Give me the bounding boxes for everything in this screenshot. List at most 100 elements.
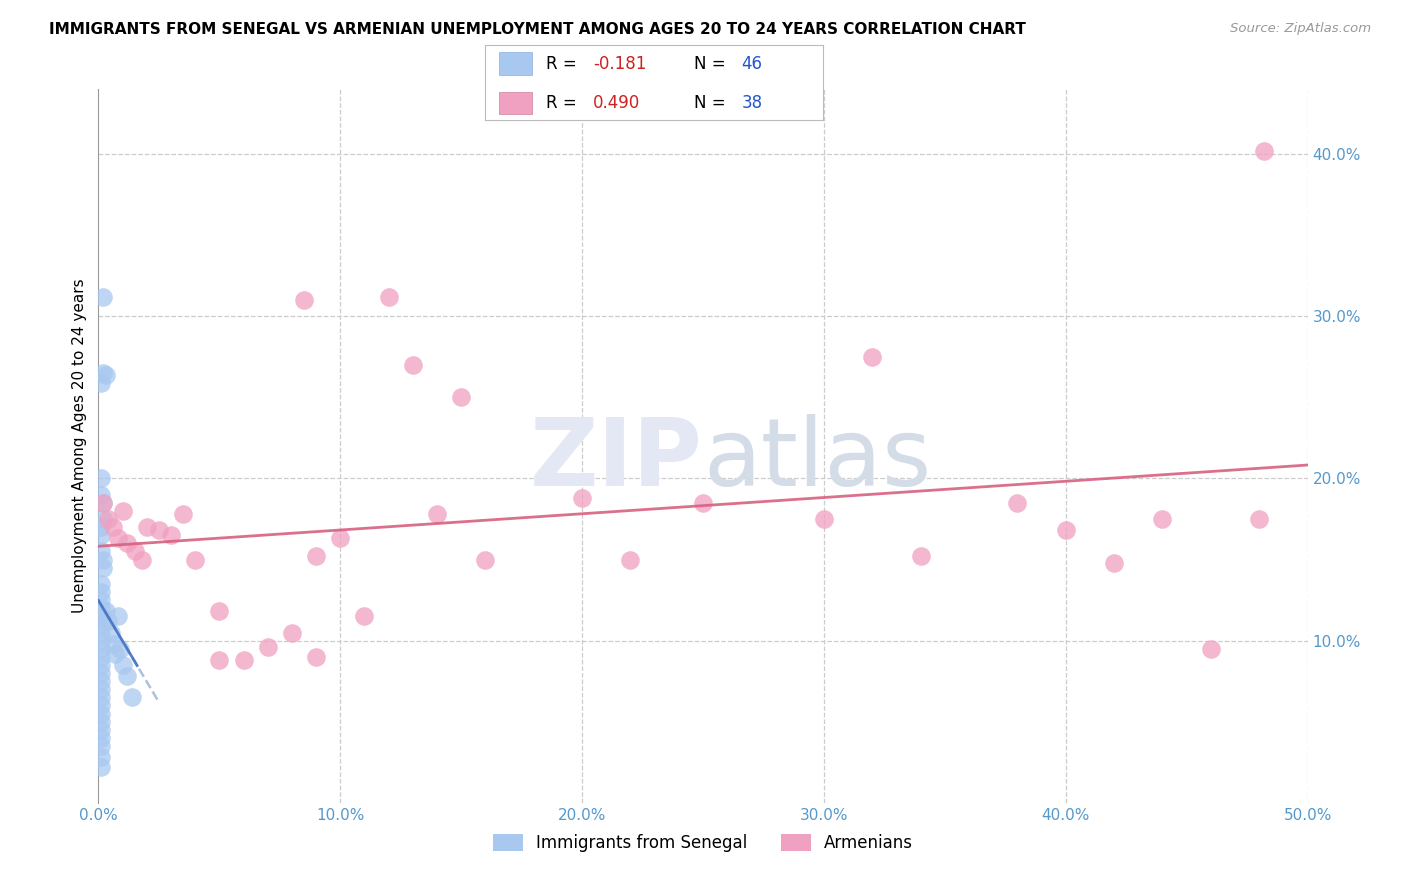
Point (281, 625, 304, 640)
Point (232, 653, 254, 667)
Point (90, 723, 112, 737)
Point (474, 552, 496, 566)
Point (101, 520, 124, 534)
Text: N =: N = (695, 94, 731, 112)
Point (860, 350, 883, 364)
Point (1007, 496, 1029, 510)
Point (90, 739, 112, 753)
Point (90, 698, 112, 713)
Point (131, 552, 153, 566)
Point (117, 669, 139, 683)
Text: R =: R = (546, 94, 582, 112)
Point (91, 290, 114, 304)
Point (94, 604, 117, 618)
Point (90, 633, 112, 648)
Bar (499, 52, 533, 75)
Text: -0.181: -0.181 (593, 54, 647, 72)
Point (90, 674, 112, 689)
Point (256, 640, 278, 654)
Point (90, 625, 112, 640)
Point (90, 585, 112, 599)
Point (90, 649, 112, 664)
Point (172, 507, 194, 521)
Point (148, 524, 170, 538)
Point (124, 544, 146, 558)
Point (1249, 512, 1271, 526)
Point (1054, 524, 1077, 538)
Point (813, 512, 835, 526)
Text: R =: R = (546, 54, 582, 72)
Point (121, 690, 143, 705)
Point (292, 293, 315, 307)
Point (90, 593, 112, 607)
Point (90, 760, 112, 774)
Point (426, 507, 449, 521)
Point (910, 549, 932, 564)
Point (305, 649, 328, 664)
Point (353, 609, 375, 624)
Point (90, 641, 112, 656)
Point (305, 549, 328, 564)
Point (1102, 556, 1125, 570)
Point (91, 512, 114, 526)
Point (97, 614, 120, 628)
Point (329, 532, 352, 546)
Point (402, 358, 425, 372)
Point (90, 488, 112, 502)
Text: Source: ZipAtlas.com: Source: ZipAtlas.com (1230, 22, 1371, 36)
Point (377, 290, 399, 304)
Legend: Immigrants from Senegal, Armenians: Immigrants from Senegal, Armenians (486, 827, 920, 859)
Point (619, 552, 641, 566)
Y-axis label: Unemployment Among Ages 20 to 24 years: Unemployment Among Ages 20 to 24 years (72, 278, 87, 614)
Point (97, 512, 120, 526)
Point (90, 714, 112, 729)
Text: 38: 38 (741, 94, 762, 112)
Point (90, 376, 112, 390)
Point (107, 532, 129, 546)
Point (1152, 512, 1174, 526)
Point (94, 368, 117, 382)
Point (90, 520, 112, 534)
Point (90, 471, 112, 485)
Point (90, 601, 112, 615)
Point (208, 653, 231, 667)
Text: atlas: atlas (703, 414, 931, 507)
Point (90, 750, 112, 764)
Point (90, 666, 112, 681)
Point (571, 491, 593, 505)
Text: 0.490: 0.490 (593, 94, 640, 112)
Point (91, 496, 114, 510)
Point (111, 504, 134, 518)
Point (100, 625, 122, 640)
Point (90, 731, 112, 745)
Bar (499, 92, 533, 114)
Text: ZIP: ZIP (530, 414, 703, 507)
Point (101, 637, 124, 651)
Point (90, 528, 112, 542)
Point (107, 609, 129, 624)
Point (450, 390, 472, 404)
Point (90, 706, 112, 721)
Point (108, 641, 131, 656)
Point (90, 682, 112, 697)
Point (135, 520, 157, 534)
Point (90, 690, 112, 705)
Point (91, 366, 114, 380)
Point (160, 528, 183, 542)
Point (117, 536, 139, 550)
Point (1199, 641, 1222, 656)
Point (90, 577, 112, 591)
Point (90, 544, 112, 558)
Point (208, 604, 231, 618)
Point (90, 617, 112, 632)
Point (104, 647, 127, 661)
Point (91, 560, 114, 574)
Point (184, 552, 207, 566)
Text: N =: N = (695, 54, 731, 72)
Text: IMMIGRANTS FROM SENEGAL VS ARMENIAN UNEMPLOYMENT AMONG AGES 20 TO 24 YEARS CORRE: IMMIGRANTS FROM SENEGAL VS ARMENIAN UNEM… (49, 22, 1026, 37)
Point (1253, 144, 1275, 158)
Text: 46: 46 (741, 54, 762, 72)
Point (90, 657, 112, 672)
Point (91, 552, 114, 566)
Point (91, 496, 114, 510)
